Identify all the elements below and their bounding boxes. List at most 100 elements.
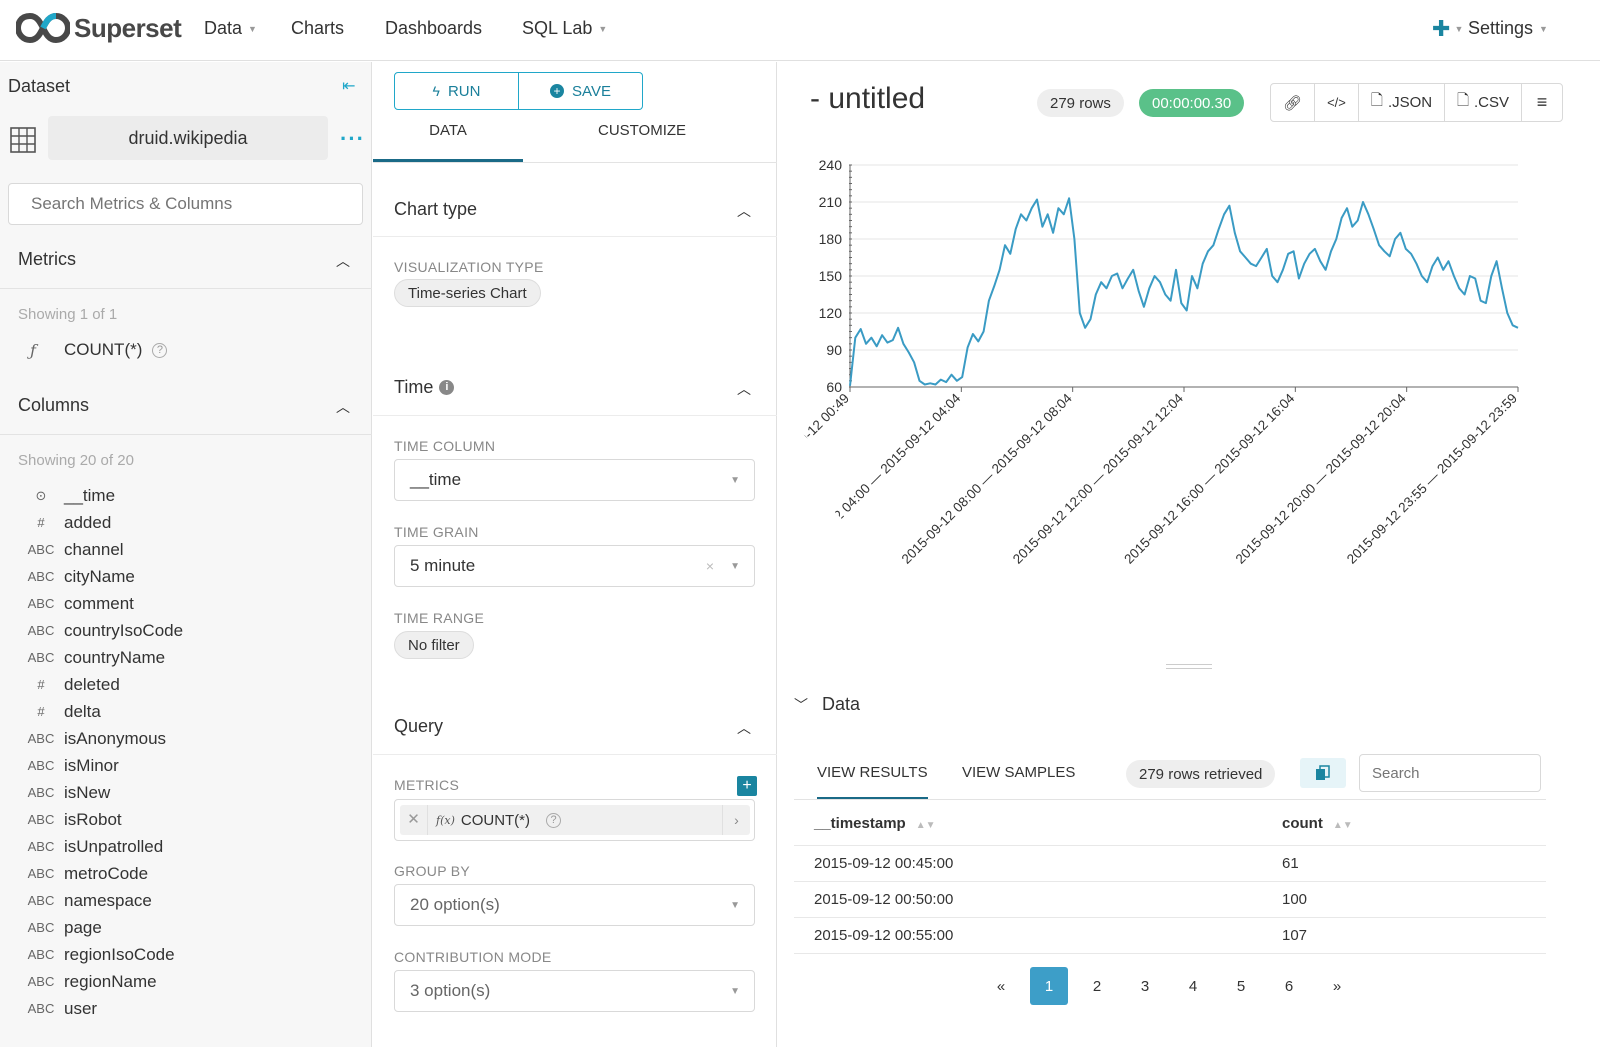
caret-down-icon: ▼ (730, 475, 740, 486)
collapse-panel-icon[interactable]: ⇤ (342, 78, 356, 95)
time-column-select[interactable]: __time ▼ (394, 459, 755, 501)
tab-customize[interactable]: CUSTOMIZE (598, 122, 687, 139)
column-item[interactable]: # deleted (18, 671, 183, 698)
chevron-up-icon[interactable]: ︿ (737, 381, 751, 397)
clear-icon[interactable]: × (705, 558, 714, 574)
column-item[interactable]: ABC comment (18, 590, 183, 617)
nav-sql-lab-label: SQL Lab (522, 18, 593, 38)
nav-dashboards-label: Dashboards (385, 18, 483, 38)
metrics-section-title[interactable]: Metrics (18, 249, 76, 269)
columns-section-title[interactable]: Columns (18, 395, 90, 415)
column-item[interactable]: ⊙ __time (18, 482, 183, 509)
column-item[interactable]: ABC isNew (18, 779, 183, 806)
page-button[interactable]: 4 (1188, 977, 1198, 995)
column-item[interactable]: ABC page (18, 914, 183, 941)
copy-button[interactable] (1300, 758, 1346, 788)
search-metrics-columns-input[interactable] (8, 183, 363, 225)
time-series-chart[interactable]: 60 90 120 150 180 210 240 2015-09-12 00:00 — 20… (778, 147, 1600, 617)
page-button[interactable]: 3 (1140, 977, 1150, 995)
string-type-icon: ABC (27, 596, 55, 611)
chart-type-section-title[interactable]: Chart type (394, 199, 478, 219)
save-button[interactable]: + SAVE (519, 72, 643, 110)
page-button[interactable]: 2 (1092, 977, 1102, 995)
menu-button[interactable]: ≡ (1522, 84, 1562, 121)
dataset-name[interactable]: druid.wikipedia (48, 116, 328, 160)
nav-charts[interactable]: Charts (291, 18, 344, 39)
time-grain-select[interactable]: 5 minute × ▼ (394, 545, 755, 587)
chevron-up-icon[interactable]: ︿ (336, 253, 350, 269)
nav-settings[interactable]: Settings ▼ (1468, 18, 1548, 39)
contribution-mode-select[interactable]: 3 option(s) ▼ (394, 970, 755, 1012)
help-icon[interactable]: ? (152, 342, 168, 358)
viz-type-selector[interactable]: Time-series Chart (394, 279, 541, 307)
column-item[interactable]: ABC isMinor (18, 752, 183, 779)
string-type-icon: ABC (27, 785, 55, 800)
column-item[interactable]: # added (18, 509, 183, 536)
time-section-title[interactable]: Time i (394, 377, 455, 398)
chart-title[interactable]: - untitled (810, 82, 926, 115)
column-item[interactable]: ABC metroCode (18, 860, 183, 887)
column-header-count[interactable]: count ▲▼ (1282, 815, 1546, 832)
query-section-title[interactable]: Query (394, 716, 444, 736)
chevron-right-icon[interactable]: › (722, 805, 750, 835)
column-name: user (64, 998, 98, 1018)
tab-data[interactable]: DATA (373, 123, 523, 162)
data-section-header[interactable]: ﹀ Data (794, 694, 860, 715)
string-type-icon: ABC (27, 569, 55, 584)
new-item-button[interactable]: ✚ ▼ (1432, 16, 1463, 42)
column-item[interactable]: ABC regionName (18, 968, 183, 995)
column-item[interactable]: ABC channel (18, 536, 183, 563)
column-item[interactable]: # delta (18, 698, 183, 725)
next-page-button[interactable]: » (1332, 977, 1342, 995)
x-tick-label: 2015-09-12 08:00 — 2015-09-12 08:04 (899, 390, 1076, 567)
page-button[interactable]: 5 (1236, 977, 1246, 995)
tab-view-results[interactable]: VIEW RESULTS (817, 764, 928, 799)
string-type-icon: ABC (27, 542, 55, 557)
column-item[interactable]: ABC user (18, 995, 183, 1022)
time-range-selector[interactable]: No filter (394, 631, 474, 659)
chevron-up-icon[interactable]: ︿ (737, 203, 751, 219)
chevron-up-icon[interactable]: ︿ (336, 399, 350, 415)
y-tick-label: 150 (819, 268, 843, 284)
column-item[interactable]: ABC countryName (18, 644, 183, 671)
chevron-up-icon[interactable]: ︿ (737, 720, 751, 736)
export-json-button[interactable]: 🗋︎ .JSON (1359, 84, 1445, 121)
brand[interactable]: Superset (16, 12, 182, 44)
group-by-select[interactable]: 20 option(s) ▼ (394, 884, 755, 926)
page-button[interactable]: 1 (1030, 967, 1068, 1005)
link-button[interactable]: 🔗︎ (1271, 84, 1315, 121)
column-item[interactable]: ABC isUnpatrolled (18, 833, 183, 860)
column-item[interactable]: ABC namespace (18, 887, 183, 914)
more-options-icon[interactable]: ··· (340, 126, 365, 151)
sort-icon: ▲▼ (1332, 820, 1353, 831)
column-item[interactable]: ABC regionIsoCode (18, 941, 183, 968)
column-item[interactable]: ABC isAnonymous (18, 725, 183, 752)
column-item[interactable]: ABC isRobot (18, 806, 183, 833)
tab-view-samples[interactable]: VIEW SAMPLES (962, 764, 1076, 781)
embed-code-button[interactable]: </> (1315, 84, 1359, 121)
prev-page-button[interactable]: « (996, 977, 1006, 995)
resize-handle[interactable] (1166, 664, 1212, 669)
column-header-timestamp[interactable]: __timestamp ▲▼ (794, 815, 1282, 832)
remove-metric-icon[interactable]: ✕ (400, 805, 428, 835)
info-icon[interactable]: i (439, 380, 455, 395)
column-item[interactable]: ABC cityName (18, 563, 183, 590)
metric-chip[interactable]: ✕ f(x) COUNT(*) ? › (400, 805, 750, 835)
export-csv-button[interactable]: 🗋︎ .CSV (1445, 84, 1522, 121)
table-search-input[interactable] (1359, 754, 1541, 792)
divider (0, 288, 372, 289)
add-metric-button[interactable]: + (737, 776, 757, 796)
columns-showing-count: Showing 20 of 20 (18, 452, 134, 469)
metric-item[interactable]: ƒ COUNT(*) ? (30, 340, 168, 360)
page-button[interactable]: 6 (1284, 977, 1294, 995)
metrics-label: METRICS (394, 777, 460, 793)
nav-sql-lab[interactable]: SQL Lab ▼ (522, 18, 607, 39)
cell-timestamp: 2015-09-12 00:45:00 (814, 855, 954, 872)
help-icon[interactable]: ? (546, 812, 562, 828)
metrics-field[interactable]: ✕ f(x) COUNT(*) ? › (394, 799, 755, 841)
run-button[interactable]: ϟ RUN (394, 72, 519, 110)
column-item[interactable]: ABC countryIsoCode (18, 617, 183, 644)
time-grain-value: 5 minute (410, 556, 476, 575)
nav-data[interactable]: Data ▼ (204, 18, 257, 39)
nav-dashboards[interactable]: Dashboards (385, 18, 482, 39)
